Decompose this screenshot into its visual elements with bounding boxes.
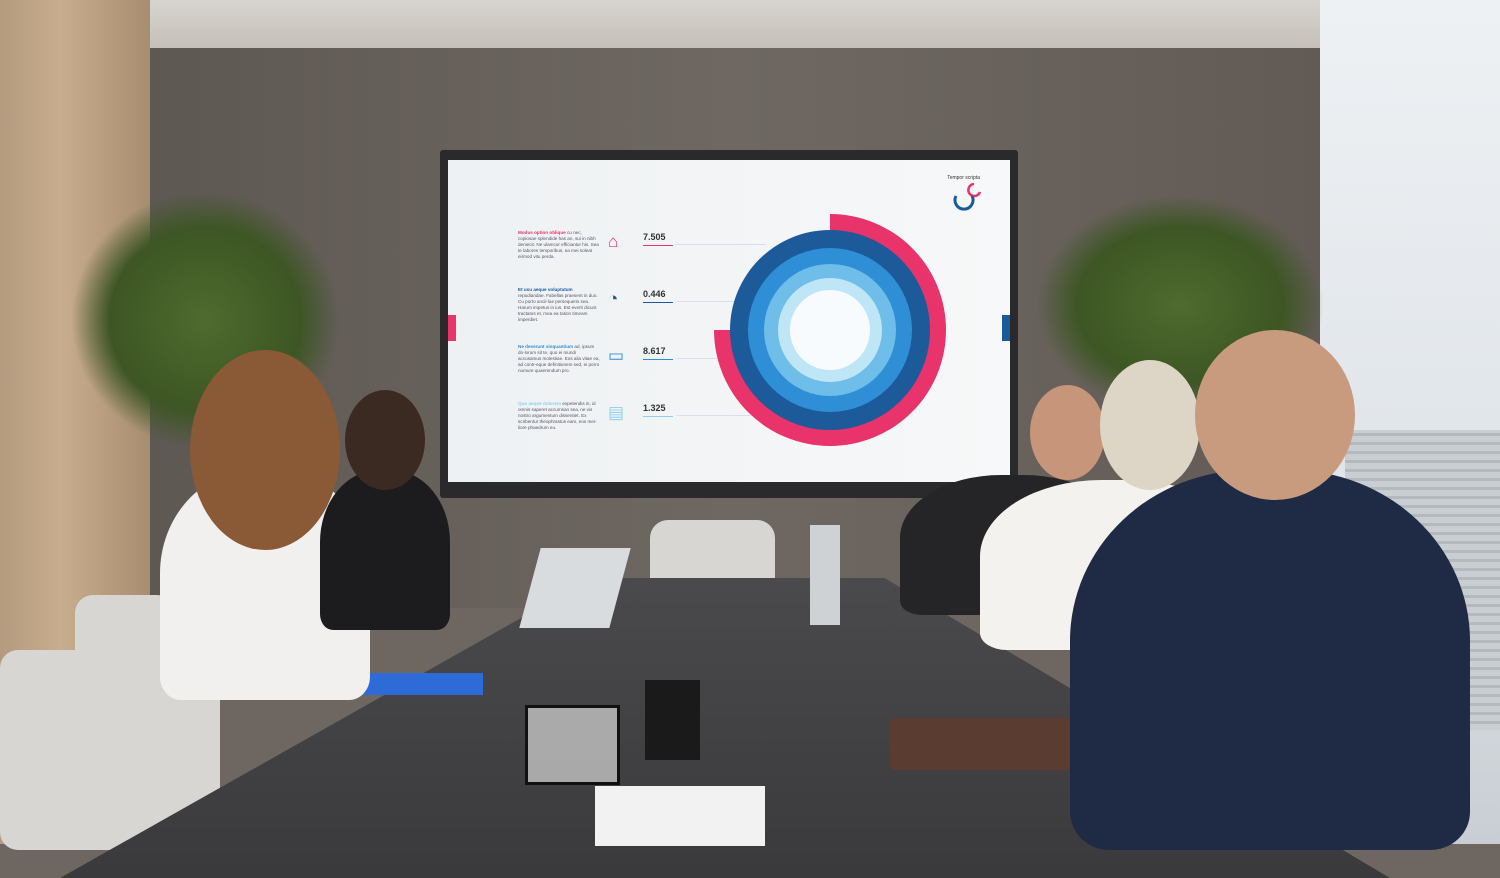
- ceiling: [0, 0, 1500, 50]
- stat-value: 1.325: [643, 403, 673, 417]
- infographic-slide: Tempor scripta Modus option oblique cu n…: [448, 160, 1010, 482]
- person-man-navy-suit: [1070, 470, 1470, 850]
- connector-line: [676, 415, 766, 429]
- person-hair: [190, 350, 340, 550]
- radial-chart: [714, 214, 946, 446]
- slide-tab-left: [448, 315, 456, 341]
- stat-row: Quo aeque dolorem expetendis in, id omni…: [518, 401, 778, 451]
- chat-icon: ▤: [608, 403, 625, 422]
- monitor-icon: ▭: [608, 346, 625, 365]
- stat-row: Modus option oblique cu nec, copiosae sp…: [518, 230, 778, 280]
- stat-row: Et usu aeque voluptatum repudiandae. Fab…: [518, 287, 778, 337]
- stat-value: 7.505: [643, 232, 673, 246]
- brand-text: Tempor scripta: [947, 175, 980, 181]
- chair: [75, 595, 175, 685]
- laptop: [810, 525, 840, 625]
- person-head: [345, 390, 425, 490]
- connector-line: [676, 301, 766, 315]
- wall-display: Tempor scripta Modus option oblique cu n…: [440, 150, 1018, 498]
- person-head: [1195, 330, 1355, 500]
- note-holder: [525, 705, 620, 785]
- person-man-black-shirt: [320, 470, 450, 630]
- person-hair: [1100, 360, 1200, 490]
- stat-value: 8.617: [643, 346, 673, 360]
- chart-center: [790, 290, 870, 370]
- stat-description: Modus option oblique cu nec, copiosae sp…: [518, 230, 599, 259]
- stat-description: Quo aeque dolorem expetendis in, id omni…: [518, 401, 597, 430]
- stat-description: Et usu aeque voluptatum repudiandae. Fab…: [518, 287, 598, 322]
- stat-description: Ne deserunt sinquantium ad, ipsum do-lor…: [518, 344, 600, 373]
- pen-holder: [645, 680, 700, 760]
- person-head: [1030, 385, 1105, 480]
- connector-line: [676, 244, 766, 258]
- slide-tab-right: [1002, 315, 1010, 341]
- brand-logo-icon: [953, 182, 982, 211]
- stat-value: 0.446: [643, 289, 673, 303]
- house-icon: ⌂: [608, 232, 619, 251]
- brand-label: Tempor scripta: [947, 175, 980, 181]
- pie-chart-icon: ◔: [608, 289, 619, 308]
- cable-port: [595, 786, 765, 846]
